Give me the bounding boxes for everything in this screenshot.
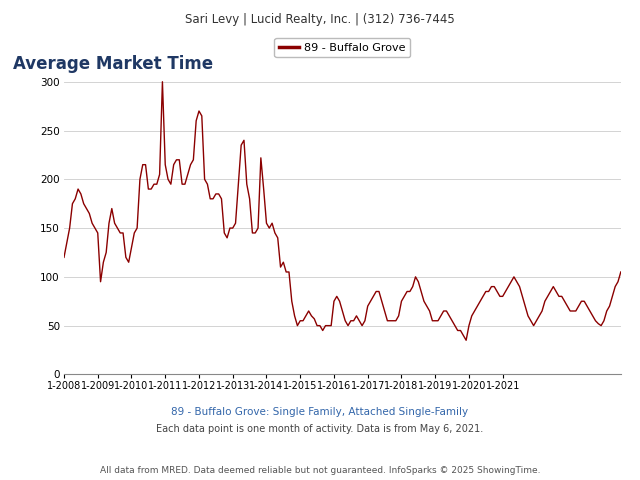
Legend: 89 - Buffalo Grove: 89 - Buffalo Grove: [275, 38, 410, 57]
Text: 89 - Buffalo Grove: Single Family, Attached Single-Family: 89 - Buffalo Grove: Single Family, Attac…: [172, 407, 468, 417]
Text: All data from MRED. Data deemed reliable but not guaranteed. InfoSparks © 2025 S: All data from MRED. Data deemed reliable…: [100, 466, 540, 475]
Text: Each data point is one month of activity. Data is from May 6, 2021.: Each data point is one month of activity…: [156, 424, 484, 434]
Text: Sari Levy | Lucid Realty, Inc. | (312) 736-7445: Sari Levy | Lucid Realty, Inc. | (312) 7…: [185, 12, 455, 26]
Text: Average Market Time: Average Market Time: [13, 55, 213, 73]
